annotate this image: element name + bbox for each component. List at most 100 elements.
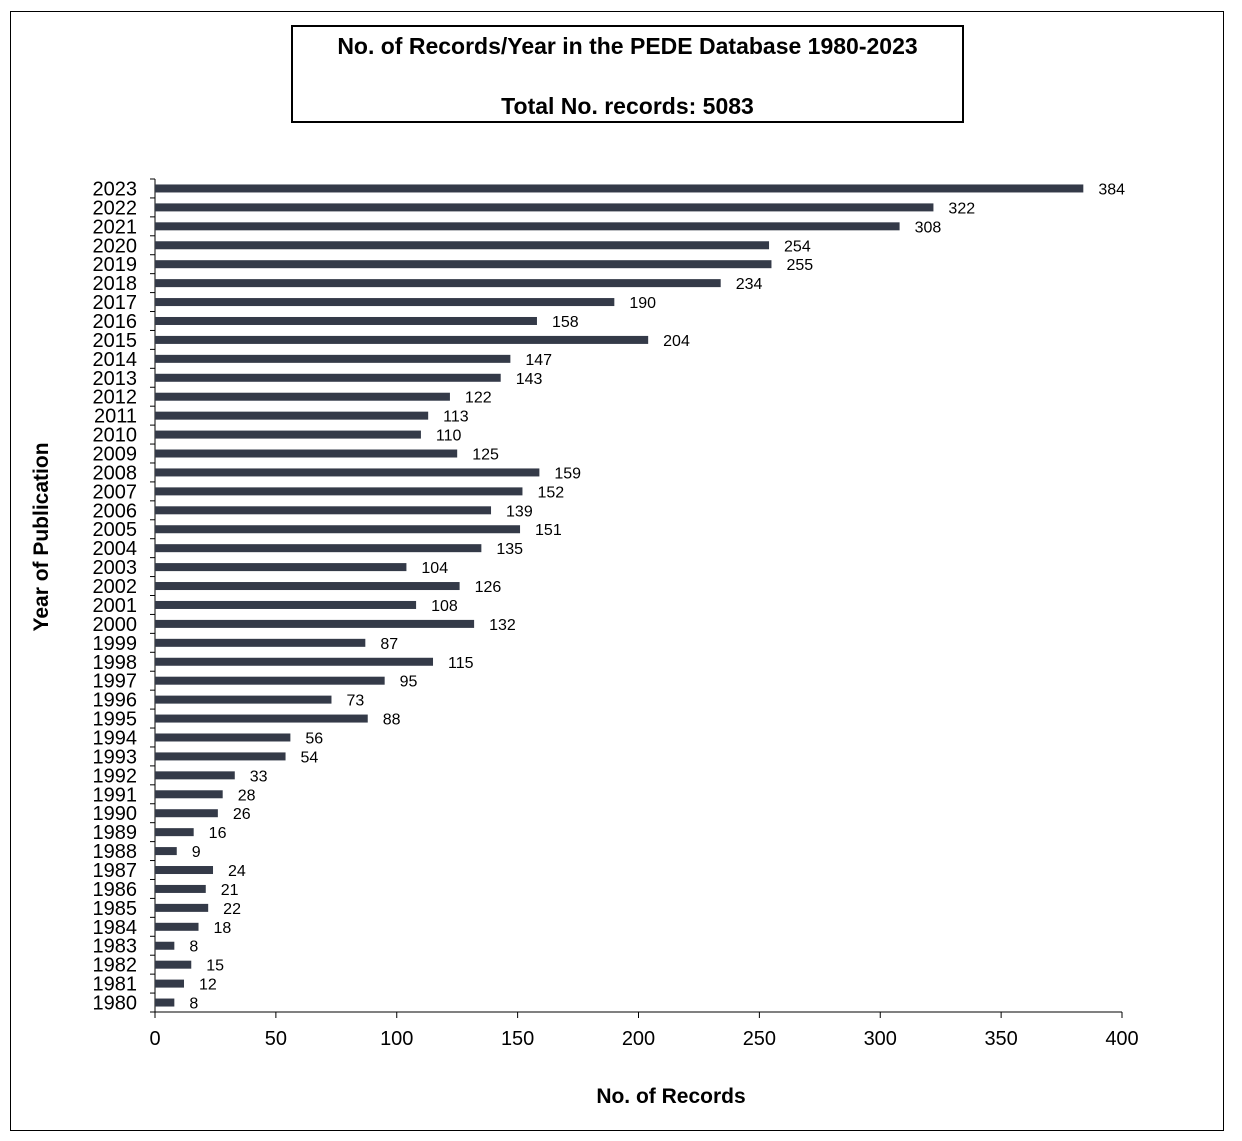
bar	[155, 468, 540, 477]
y-tick-label: 2015	[93, 330, 138, 352]
bar	[155, 828, 194, 837]
bar	[155, 203, 934, 212]
y-tick-label: 2012	[93, 387, 138, 409]
bar-value-label: 110	[436, 428, 462, 445]
bar-value-label: 87	[380, 636, 398, 653]
bar	[155, 941, 175, 950]
bar-value-label: 190	[629, 295, 656, 312]
bar-value-label: 147	[525, 352, 552, 369]
x-tick-label: 250	[743, 1028, 776, 1050]
value-labels: 3843223082542552341901582041471431221131…	[189, 181, 1125, 1012]
bar-value-label: 26	[233, 806, 251, 823]
bar-value-label: 12	[199, 977, 217, 994]
bar	[155, 619, 475, 628]
y-tick-label: 2011	[94, 406, 137, 428]
bar-value-label: 151	[535, 522, 562, 539]
y-tick-label: 1987	[93, 860, 138, 882]
y-tick-label: 2006	[93, 500, 138, 522]
y-tick-label: 1993	[93, 746, 138, 768]
y-tick-label: 1995	[93, 709, 138, 731]
bar	[155, 260, 772, 269]
y-tick-label: 1988	[93, 841, 138, 863]
y-tick-label: 1984	[93, 917, 138, 939]
bar	[155, 979, 185, 988]
chart-title-box: No. of Records/Year in the PEDE Database…	[291, 25, 964, 123]
x-tick-label: 200	[622, 1028, 655, 1050]
y-tick-label: 2005	[93, 519, 138, 541]
bar	[155, 222, 900, 231]
bar	[155, 373, 501, 382]
bar-value-label: 152	[537, 484, 564, 501]
bar-value-label: 56	[305, 730, 323, 747]
bar-value-label: 115	[448, 655, 474, 672]
bar	[155, 544, 482, 553]
bar	[155, 449, 458, 458]
x-tick-label: 300	[864, 1028, 897, 1050]
y-tick-label: 1989	[93, 822, 138, 844]
y-tick-label: 2022	[93, 197, 138, 219]
bar-value-label: 88	[383, 712, 401, 729]
bar-value-label: 308	[915, 219, 942, 236]
y-tick-label: 2013	[93, 368, 138, 390]
x-tick-labels: 0 50 100 150 200 250 300 350 400	[149, 1028, 1138, 1050]
y-tick-label: 1982	[93, 955, 138, 977]
bar-value-label: 108	[431, 598, 458, 615]
bar	[155, 600, 417, 609]
x-tick-label: 150	[501, 1028, 534, 1050]
bar-value-label: 24	[228, 863, 246, 880]
bars	[155, 184, 1084, 1007]
x-tick-label: 350	[984, 1028, 1017, 1050]
bar-value-label: 125	[472, 447, 499, 464]
bar-value-label: 8	[189, 939, 198, 956]
x-tick-label: 400	[1105, 1028, 1138, 1050]
bar	[155, 354, 511, 363]
y-tick-label: 1980	[93, 993, 138, 1015]
bar-value-label: 132	[489, 617, 516, 634]
y-tick-label: 2007	[93, 481, 138, 503]
x-axis-title: No. of Records	[596, 1085, 745, 1108]
bar	[155, 335, 649, 344]
y-tick-label: 1986	[93, 879, 138, 901]
bar	[155, 298, 615, 307]
y-tick-label: 2010	[93, 425, 138, 447]
bar	[155, 790, 223, 799]
y-tick-label: 2019	[93, 254, 138, 276]
bar-value-label: 21	[221, 882, 239, 899]
y-tick-label: 1981	[93, 974, 138, 996]
bar-value-label: 322	[948, 200, 975, 217]
bar-value-label: 255	[786, 257, 813, 274]
bar	[155, 695, 332, 704]
bar-value-label: 143	[516, 371, 543, 388]
y-axis-title: Year of Publication	[30, 442, 53, 631]
x-tick-label: 100	[380, 1028, 413, 1050]
x-tick-label: 50	[265, 1028, 287, 1050]
y-tick-label: 2023	[93, 178, 138, 200]
bar	[155, 884, 206, 893]
bar-value-label: 234	[736, 276, 763, 293]
y-tick-labels: 2023202220212020201920182017201620152014…	[93, 178, 138, 1014]
bar-value-label: 126	[475, 579, 502, 596]
bar-value-label: 16	[209, 825, 227, 842]
x-tick-label: 0	[149, 1028, 160, 1050]
y-tick-label: 2000	[93, 614, 138, 636]
y-tick-label: 1999	[93, 633, 138, 655]
bar	[155, 752, 286, 761]
y-tick-label: 1997	[93, 671, 138, 693]
y-tick-label: 1983	[93, 936, 138, 958]
y-tick-label: 2016	[93, 311, 138, 333]
y-tick-label: 2009	[93, 444, 138, 466]
y-tick-label: 2017	[93, 292, 138, 314]
bar-value-label: 204	[663, 333, 690, 350]
bar	[155, 525, 521, 534]
bar-value-label: 54	[301, 749, 319, 766]
y-tick-label: 2021	[93, 216, 138, 238]
bar-value-label: 135	[496, 541, 523, 558]
bar	[155, 922, 199, 931]
y-tick-label: 2014	[93, 349, 138, 371]
y-tick-label: 2001	[93, 595, 138, 617]
bar	[155, 638, 366, 647]
bar	[155, 657, 434, 666]
bar	[155, 411, 429, 420]
bar	[155, 847, 177, 856]
y-tick-label: 2020	[93, 235, 138, 257]
